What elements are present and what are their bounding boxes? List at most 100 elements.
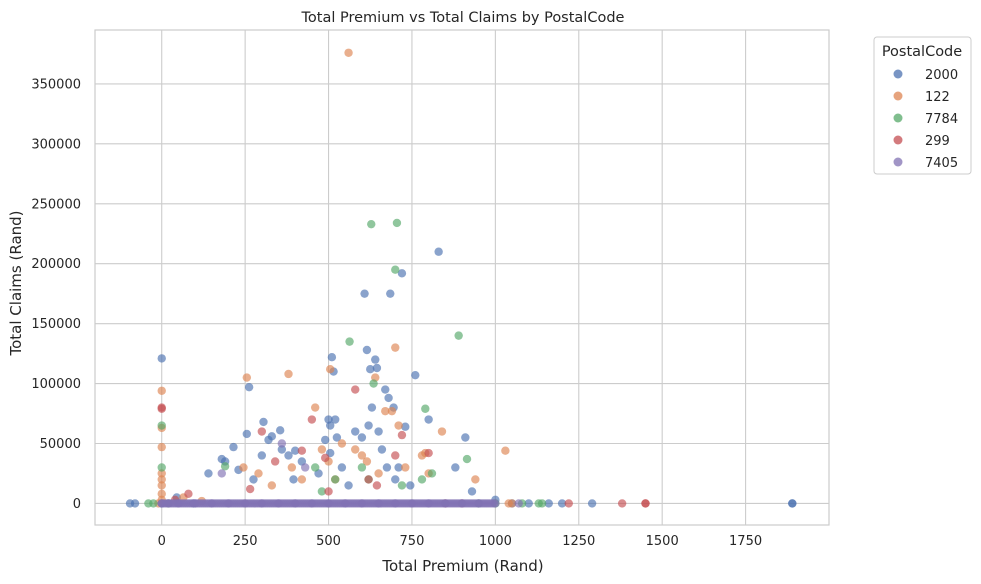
data-point [242, 429, 252, 439]
data-point [377, 445, 387, 454]
data-point [514, 499, 523, 508]
data-point [381, 385, 390, 394]
data-point [204, 469, 213, 478]
data-point [587, 499, 597, 508]
legend: PostalCode 2000 122 7784 299 7405 [873, 36, 972, 175]
data-point [357, 463, 367, 472]
data-point [337, 463, 347, 472]
data-point [367, 219, 376, 229]
data-point [424, 448, 433, 458]
data-point [391, 475, 400, 484]
data-point [287, 463, 297, 472]
data-point [501, 446, 510, 455]
data-point [332, 433, 342, 442]
x-tick-label: 1500 [646, 534, 679, 549]
legend-marker [893, 157, 903, 167]
x-tick-label: 1000 [479, 534, 512, 549]
x-axis-ticks: 0 250 500 750 1000 1250 1500 1750 [158, 534, 763, 549]
data-point [337, 439, 347, 448]
legend-label: 122 [925, 90, 950, 105]
data-point [257, 427, 267, 436]
data-point [392, 218, 402, 228]
data-point [297, 446, 307, 455]
data-point [307, 415, 317, 424]
data-point [391, 343, 400, 352]
legend-marker [893, 69, 903, 79]
legend-items: 2000 122 7784 299 7405 [893, 68, 958, 171]
data-point [424, 415, 433, 424]
data-point [386, 289, 395, 298]
legend-marker [893, 135, 903, 145]
data-point [324, 487, 333, 496]
y-tick-label: 350000 [31, 77, 81, 92]
data-point [311, 403, 320, 412]
data-point [387, 406, 397, 416]
data-point [331, 475, 340, 484]
y-tick-label: 150000 [31, 317, 81, 332]
data-point [406, 481, 415, 490]
x-axis-title: Total Premium (Rand) [381, 557, 543, 575]
data-point [351, 427, 360, 436]
legend-label: 7405 [925, 156, 958, 171]
data-point [641, 499, 650, 508]
data-point [394, 463, 403, 472]
data-point [321, 453, 330, 463]
x-tick-label: 250 [233, 534, 258, 549]
data-point [434, 247, 443, 256]
data-point [544, 499, 553, 508]
data-point [371, 355, 380, 364]
data-point [157, 463, 166, 472]
data-point [229, 442, 238, 452]
data-point [391, 451, 400, 460]
data-point [249, 475, 258, 484]
x-tick-label: 1250 [562, 534, 595, 549]
data-point [437, 427, 447, 436]
data-point [372, 481, 382, 490]
x-tick-label: 750 [400, 534, 425, 549]
data-point [267, 432, 277, 441]
data-point [364, 421, 373, 430]
data-point [461, 433, 470, 442]
data-point [254, 469, 263, 478]
series-7405-dense [157, 499, 499, 508]
data-point [290, 446, 300, 455]
data-point [467, 487, 477, 496]
y-tick-label: 250000 [31, 197, 81, 212]
data-point [275, 426, 285, 435]
data-point [344, 48, 353, 57]
data-point [351, 445, 360, 454]
data-point [321, 435, 330, 445]
data-point [364, 475, 373, 484]
data-point [401, 463, 410, 472]
x-tick-label: 500 [316, 534, 341, 549]
data-point [184, 489, 193, 499]
chart-title: Total Premium vs Total Claims by PostalC… [301, 10, 625, 26]
data-point [157, 469, 166, 478]
data-point [157, 421, 166, 430]
data-point [244, 382, 254, 392]
data-point [366, 364, 375, 374]
grid [95, 30, 829, 525]
data-point [372, 363, 382, 373]
data-point [391, 265, 400, 274]
legend-title: PostalCode [882, 44, 962, 60]
data-point [357, 451, 367, 460]
data-point [374, 427, 383, 436]
data-point [157, 442, 166, 452]
data-point [489, 499, 499, 508]
data-point [331, 415, 340, 424]
data-point [217, 469, 226, 478]
plot-area [94, 29, 830, 526]
data-point [284, 451, 293, 460]
legend-label: 7784 [925, 112, 958, 127]
x-tick-label: 0 [158, 534, 166, 549]
series-7784 [144, 218, 547, 508]
data-point [242, 373, 252, 382]
data-point [267, 481, 277, 490]
data-point [259, 417, 268, 427]
data-point [220, 462, 230, 471]
data-point [537, 499, 547, 508]
data-point [384, 393, 393, 403]
x-tick-label: 1750 [729, 534, 762, 549]
